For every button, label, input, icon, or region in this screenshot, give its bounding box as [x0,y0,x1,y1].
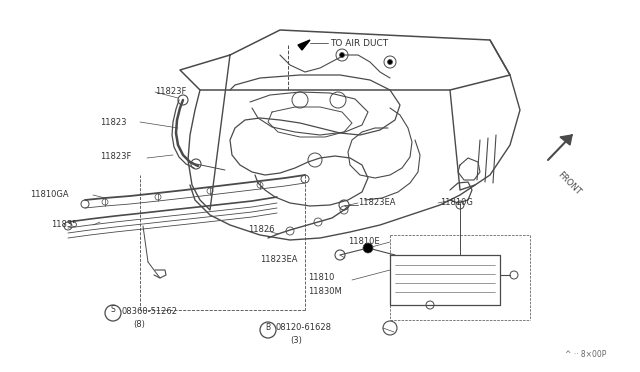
Text: 11810E: 11810E [348,237,380,246]
Polygon shape [560,135,572,145]
Text: 11823: 11823 [100,118,127,127]
Text: 11823F: 11823F [100,152,131,161]
Text: 11826: 11826 [248,225,275,234]
Text: 11823EA: 11823EA [358,198,396,207]
Circle shape [339,52,344,58]
Circle shape [363,243,373,253]
Text: 11830M: 11830M [308,287,342,296]
Text: (3): (3) [290,336,302,345]
Text: ^ ·· 8×00P: ^ ·· 8×00P [565,350,606,359]
Text: 11823EA: 11823EA [260,255,298,264]
Text: 08360-51262: 08360-51262 [122,307,178,316]
Text: 11835: 11835 [51,220,77,229]
Text: TO AIR DUCT: TO AIR DUCT [330,39,388,48]
Text: 11810: 11810 [308,273,334,282]
Text: 11810G: 11810G [440,198,473,207]
Text: FRONT: FRONT [556,170,582,197]
Text: 11823F: 11823F [155,87,186,96]
Circle shape [387,60,392,64]
Text: 08120-61628: 08120-61628 [276,323,332,332]
Polygon shape [298,40,310,50]
Text: B: B [266,323,271,331]
Text: (8): (8) [133,320,145,329]
Text: 11810GA: 11810GA [30,190,68,199]
Text: S: S [111,305,115,314]
